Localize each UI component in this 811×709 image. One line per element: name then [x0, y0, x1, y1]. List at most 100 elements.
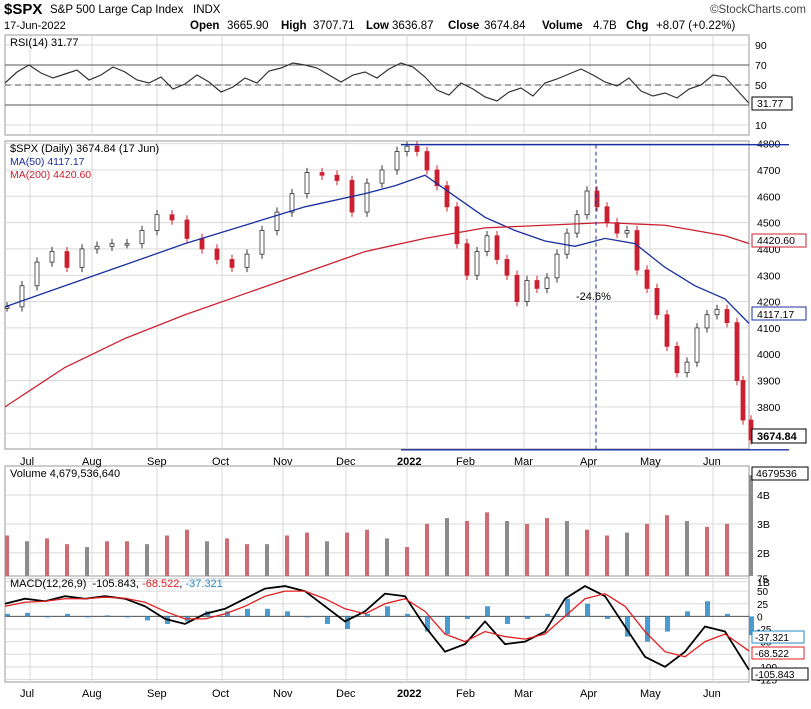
price-candle	[524, 280, 530, 302]
price-candle	[544, 277, 550, 289]
volume-bar	[245, 544, 249, 576]
macd-histogram-bar	[145, 616, 150, 621]
high-label: High	[281, 20, 307, 32]
price-x-tick-label: Mar	[514, 456, 533, 468]
price-candle	[484, 235, 490, 252]
macd-x-tick-label: Apr	[580, 688, 597, 700]
price-candle	[534, 280, 540, 289]
price-tick-label: 4700	[757, 165, 781, 177]
ma50-current-tag-box	[751, 306, 807, 321]
volume-current-tag-box	[751, 466, 809, 481]
volume-bar	[265, 544, 269, 576]
volume-bar	[345, 532, 349, 576]
macd-histogram-bar	[405, 613, 410, 617]
price-x-tick-label: Feb	[456, 456, 475, 468]
volume-bar	[525, 523, 529, 576]
macd-x-tick-label: Feb	[456, 688, 475, 700]
volume-tick-label: 2B	[757, 548, 770, 560]
volume-bar	[465, 521, 469, 576]
price-candle	[584, 190, 590, 216]
price-candle	[49, 251, 55, 263]
macd-current-tag-text: -105.843	[755, 670, 795, 681]
macd-histogram-bar	[565, 598, 570, 617]
price-candle	[644, 269, 650, 289]
macd-x-tick-label: 2022	[397, 688, 421, 700]
price-tick-label: 4600	[757, 191, 781, 203]
volume-label: Volume	[542, 20, 583, 32]
volume-bar	[665, 515, 669, 576]
macd-legend: MACD(12,26,9) -105.843, -68.522, -37.321	[10, 578, 223, 590]
price-candle	[379, 169, 385, 184]
price-current-tag-text: 3674.84	[757, 431, 798, 443]
macd-histogram-bar	[705, 601, 710, 617]
price-candle	[184, 219, 190, 239]
ticker-symbol: $SPX	[4, 1, 42, 18]
macd-x-tick-label: Jul	[20, 688, 34, 700]
volume-bar	[185, 529, 189, 576]
macd-legend-signal: -68.522	[142, 578, 179, 590]
price-candle	[514, 274, 520, 302]
price-candle	[289, 193, 295, 213]
signal-current-tag: -68.522	[751, 646, 805, 660]
volume-bar	[305, 532, 309, 576]
price-candle	[444, 185, 450, 208]
volume-legend: Volume 4,679,536,640	[10, 468, 120, 480]
ma50-legend: MA(50) 4117.17	[10, 156, 85, 168]
open-label: Open	[190, 20, 219, 32]
low-label: Low	[366, 20, 389, 32]
macd-current-tag-box	[751, 667, 809, 681]
price-candle	[94, 245, 100, 250]
index-name: S&P 500 Large Cap Index	[50, 4, 184, 16]
rsi-tick-label: 10	[755, 120, 767, 132]
price-candle	[244, 253, 250, 268]
open-value: 3665.90	[227, 20, 269, 32]
macd-legend-hist: -37.321	[185, 578, 222, 590]
macd-current-tag: -105.843	[751, 667, 809, 681]
price-current-tag-box	[751, 428, 807, 444]
price-candle	[214, 248, 220, 260]
volume-bar	[405, 547, 409, 576]
price-candle	[634, 230, 640, 271]
macd-histogram-bar	[485, 606, 490, 617]
macd-histogram-bar	[85, 616, 90, 618]
macd-x-tick-label: Dec	[336, 688, 356, 700]
volume-bar	[105, 541, 109, 576]
rsi-tick-label: 90	[755, 40, 767, 52]
price-candle	[674, 345, 680, 374]
change-value: +8.07 (+0.22%)	[656, 20, 735, 32]
price-candle	[334, 174, 340, 181]
price-candle	[424, 151, 430, 171]
rsi-tick-label: 50	[755, 80, 767, 92]
change-label: Chg	[626, 20, 648, 32]
ma50-line	[4, 174, 750, 324]
price-candle	[274, 211, 280, 231]
rsi-tick-label: 70	[755, 60, 767, 72]
volume-current-tag-text: 4679536	[756, 468, 797, 480]
macd-histogram-bar	[385, 606, 390, 617]
price-candle	[564, 232, 570, 255]
macd-x-tick-label: Sep	[147, 688, 167, 700]
price-x-tick-label: Nov	[273, 456, 293, 468]
rsi-line	[4, 62, 750, 104]
price-tick-label: 4000	[757, 349, 781, 361]
price-tick-label: 4500	[757, 218, 781, 230]
macd-histogram-bar	[45, 616, 50, 618]
macd-histogram-bar	[225, 611, 230, 617]
volume-bar	[145, 544, 149, 576]
volume-bar	[65, 544, 69, 576]
rsi-current-tag-text: 31.77	[757, 98, 783, 110]
volume-bar	[325, 541, 329, 576]
macd-histogram-bar	[425, 616, 430, 632]
volume-bar	[749, 475, 753, 576]
price-candle	[714, 309, 720, 316]
price-candle	[594, 190, 600, 208]
macd-histogram-bar	[365, 613, 370, 617]
volume-bar	[365, 529, 369, 576]
price-candle	[394, 151, 400, 171]
macd-histogram-bar	[685, 611, 690, 617]
stockcharts-watermark: ©StockCharts.com	[710, 4, 806, 16]
price-x-tick-label: 2022	[397, 456, 421, 468]
macd-x-tick-label: Oct	[212, 688, 229, 700]
price-tick-label: 4300	[757, 270, 781, 282]
